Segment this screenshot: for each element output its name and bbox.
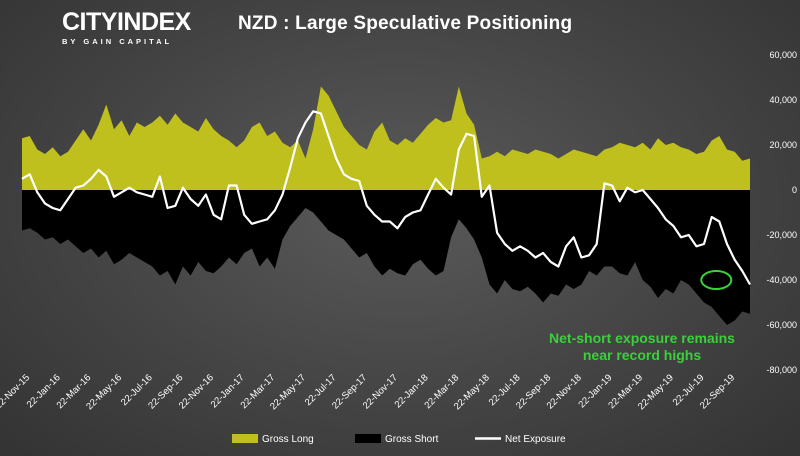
- legend-swatch: [232, 434, 258, 443]
- y-tick-label: 60,000: [769, 50, 797, 60]
- y-tick-label: 0: [792, 185, 797, 195]
- gross-long-area: [22, 86, 750, 190]
- gross-short-area: [22, 190, 750, 325]
- y-tick-label: 40,000: [769, 95, 797, 105]
- x-axis-ticks: 22-Nov-1522-Jan-1622-Mar-1622-May-1622-J…: [0, 372, 737, 412]
- chart-legend: Gross Long Gross Short Net Exposure: [232, 434, 566, 445]
- legend-swatch: [355, 434, 381, 443]
- y-tick-label: -60,000: [766, 320, 797, 330]
- chart-title: NZD : Large Speculative Positioning: [238, 13, 573, 34]
- y-tick-label: -40,000: [766, 275, 797, 285]
- y-tick-label: 20,000: [769, 140, 797, 150]
- city-index-logo: CITYINDEX BY GAIN CAPITAL: [62, 9, 191, 46]
- highlight-circle: [700, 270, 733, 290]
- y-axis-ticks: 60,000 40,000 20,000 0 -20,000 -40,000 -60,000…: [766, 50, 797, 375]
- annotation-text: Net-short exposure remains: [549, 330, 735, 346]
- y-tick-label: -20,000: [766, 230, 797, 240]
- legend-label: Gross Short: [385, 434, 439, 445]
- net-exposure-line: [21, 110, 751, 286]
- legend-label: Net Exposure: [505, 434, 566, 445]
- y-tick-label: -80,000: [766, 365, 797, 375]
- logo-wordmark: CITYINDEX: [62, 8, 191, 36]
- line-series: [21, 110, 751, 286]
- legend-label: Gross Long: [262, 434, 314, 445]
- area-series: [22, 86, 750, 325]
- annotation-text: near record highs: [583, 347, 701, 363]
- logo-tagline: BY GAIN CAPITAL: [62, 37, 173, 46]
